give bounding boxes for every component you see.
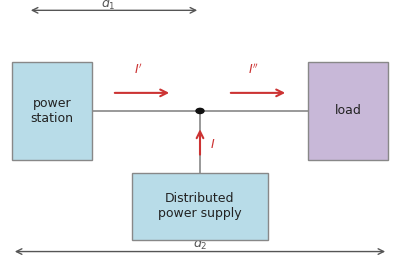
- Text: power
station: power station: [30, 97, 74, 125]
- Text: $I''$: $I''$: [248, 63, 260, 77]
- Text: $I'$: $I'$: [134, 63, 142, 77]
- FancyBboxPatch shape: [12, 62, 92, 160]
- Circle shape: [196, 108, 204, 114]
- Text: $I$: $I$: [210, 138, 215, 151]
- Text: load: load: [334, 104, 362, 117]
- Text: $d_1$: $d_1$: [101, 0, 115, 12]
- FancyBboxPatch shape: [308, 62, 388, 160]
- Text: Distributed
power supply: Distributed power supply: [158, 192, 242, 220]
- Text: $d_2$: $d_2$: [193, 236, 207, 252]
- FancyBboxPatch shape: [132, 173, 268, 240]
